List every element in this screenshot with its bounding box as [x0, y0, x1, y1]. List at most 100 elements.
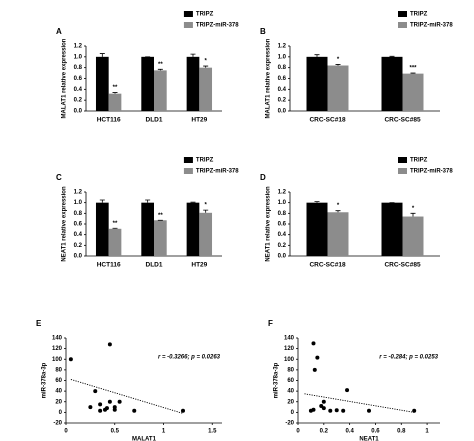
annotation: r = -0.284; p = 0.0253: [379, 354, 438, 360]
bar: [186, 56, 200, 111]
y-tick-label: 0: [59, 410, 63, 416]
y-tick-label: 0.2: [278, 98, 287, 104]
point: [367, 408, 371, 413]
legend-swatch: [183, 157, 193, 163]
point: [68, 357, 73, 362]
x-tick-label: CRC-SC#18: [309, 117, 346, 124]
y-tick-label: 1.2: [74, 44, 83, 50]
error-bar: [314, 54, 320, 57]
bar: [199, 67, 213, 111]
error-bar: [203, 209, 209, 213]
error-bar: [335, 210, 341, 213]
point: [107, 399, 112, 404]
y-tick-label: 0.6: [278, 76, 287, 82]
y-tick-label: 0.8: [74, 211, 83, 217]
y-tick-label: 1.0: [278, 54, 287, 60]
y-tick-label: 0.6: [74, 76, 83, 82]
y-tick-label: 0.4: [278, 232, 287, 238]
y-tick-label: 1.2: [278, 190, 287, 196]
significance: ***: [409, 66, 417, 72]
x-tick-label: 0: [64, 429, 68, 435]
y-tick-label: 0.0: [74, 109, 83, 115]
x-tick-label: 0: [296, 429, 300, 435]
y-tick-label: 0.4: [74, 232, 83, 238]
y-tick-label: 80: [287, 367, 294, 373]
point: [132, 408, 137, 413]
y-tick-label: 0.2: [74, 243, 83, 249]
point: [311, 341, 316, 346]
error-bar: [335, 64, 341, 66]
bar: [141, 202, 154, 256]
point: [98, 408, 103, 413]
error-bar: [99, 53, 105, 57]
panel-label: B: [260, 27, 266, 36]
x-tick-label: CRC-SC#85: [384, 117, 421, 124]
bar: [95, 56, 109, 111]
y-tick-label: 20: [55, 399, 62, 405]
panel-label: D: [260, 173, 266, 182]
point: [412, 408, 417, 413]
y-axis-label: miR-378a-3p: [42, 362, 48, 398]
point: [308, 408, 313, 413]
y-tick-label: 140: [284, 336, 295, 342]
legend-label: TRIPZ-miR-378: [410, 169, 453, 175]
error-bar: [203, 65, 209, 68]
x-axis-label: NEAT1: [359, 437, 379, 441]
x-tick-label: 1.5: [208, 429, 217, 435]
y-tick-label: 1.0: [74, 54, 83, 60]
x-axis-label: MALAT1: [132, 437, 157, 441]
bar: [186, 202, 200, 256]
legend-swatch: [183, 11, 193, 17]
y-tick-label: 0.0: [278, 109, 287, 115]
y-tick-label: 120: [52, 346, 63, 352]
x-tick-label: HCT116: [97, 262, 121, 269]
bar: [199, 212, 213, 256]
point: [341, 408, 346, 413]
y-tick-label: 40: [55, 389, 62, 395]
y-tick-label: 20: [287, 399, 294, 405]
trendline: [304, 393, 415, 413]
y-axis-label: miR-378a-3p: [274, 362, 280, 398]
y-axis-label: MALAT1 relative expression: [266, 38, 272, 118]
x-tick-label: CRC-SC#18: [309, 262, 346, 269]
y-tick-label: -20: [285, 421, 294, 427]
x-tick-label: CRC-SC#85: [384, 262, 421, 269]
y-tick-label: 100: [52, 357, 63, 363]
legend-swatch: [183, 22, 193, 28]
significance: **: [158, 62, 163, 68]
bar: [306, 56, 328, 111]
y-tick-label: 0.4: [278, 87, 287, 93]
x-tick-label: 1: [425, 429, 429, 435]
y-tick-label: 100: [284, 357, 295, 363]
y-tick-label: 1.0: [278, 200, 287, 206]
significance: *: [412, 206, 415, 212]
y-tick-label: 1.2: [278, 44, 287, 50]
point: [345, 388, 350, 393]
x-tick-label: 0.8: [397, 429, 406, 435]
legend-label: TRIPZ-miR-378: [410, 23, 453, 29]
trendline: [70, 379, 184, 414]
point: [107, 342, 112, 347]
y-tick-label: 120: [284, 346, 295, 352]
y-tick-label: 60: [287, 378, 294, 384]
annotation: r = -0.3266; p = 0.0263: [158, 354, 221, 360]
bar: [327, 212, 349, 256]
bar: [108, 228, 122, 256]
bar: [95, 202, 109, 256]
significance: **: [113, 85, 118, 91]
error-bar: [314, 201, 320, 203]
legend-label: TRIPZ: [410, 158, 428, 164]
panel-label: F: [268, 319, 273, 328]
y-axis-label: MALAT1 relative expression: [62, 38, 68, 118]
panel-label: A: [56, 27, 62, 36]
bar: [108, 93, 122, 111]
x-tick-label: HT29: [191, 117, 207, 124]
significance: *: [337, 57, 340, 63]
error-bar: [99, 199, 105, 203]
y-tick-label: 1.0: [74, 200, 83, 206]
panel-label: E: [36, 319, 42, 328]
y-tick-label: 0.8: [278, 211, 287, 217]
error-bar: [157, 68, 163, 71]
error-bar: [410, 212, 416, 217]
y-tick-label: 80: [55, 367, 62, 373]
